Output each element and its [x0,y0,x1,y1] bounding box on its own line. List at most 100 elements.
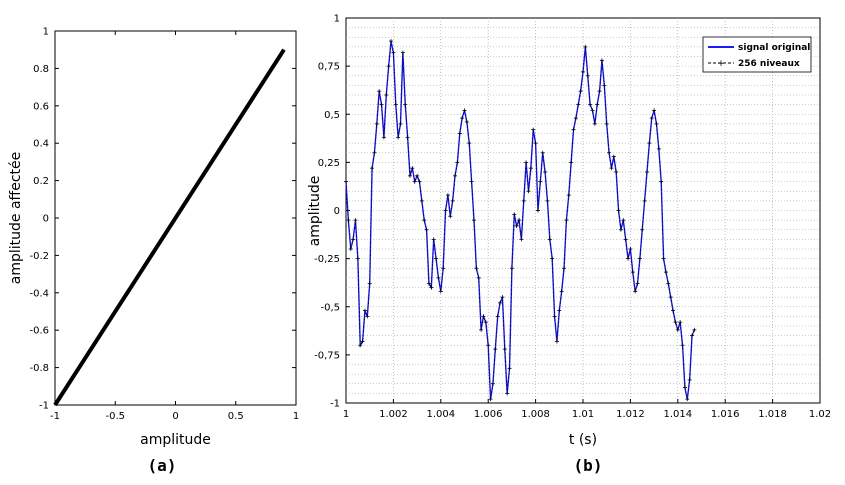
chart-b-point-256-niveaux [583,44,588,49]
chart-b-legend-label-quantized: 256 niveaux [738,59,800,69]
chart-b-point-256-niveaux [412,179,417,184]
chart-b-point-256-niveaux [393,102,398,107]
chart-b-point-256-niveaux [419,198,424,203]
chart-b-point-256-niveaux [604,121,609,126]
chart-b-point-256-niveaux [455,160,460,165]
chart-b-point-256-niveaux [462,108,467,113]
chart-b-point-256-niveaux [517,218,522,223]
chart-a-x-tick-label: 0.5 [228,411,244,422]
chart-b-legend-label-original: signal original [738,43,810,53]
chart-b-point-256-niveaux [566,193,571,198]
chart-b-point-256-niveaux [654,121,659,126]
chart-b-point-256-niveaux [386,64,391,69]
chart-b-point-256-niveaux [687,377,692,382]
chart-b-point-256-niveaux [602,83,607,88]
chart-a-y-tick-label: -0.4 [29,288,49,299]
chart-b-legend-swatch-quantized-marker: + [717,59,725,69]
chart-b-point-256-niveaux [415,173,420,178]
chart-b-point-256-niveaux [507,366,512,371]
chart-b-point-256-niveaux [381,135,386,140]
chart-b-point-256-niveaux [633,289,638,294]
chart-b-y-tick-label: 0,25 [318,158,340,169]
chart-b-point-256-niveaux [569,160,574,165]
chart-b-point-256-niveaux [524,160,529,165]
chart-b-y-tick-label: -1 [330,399,340,410]
chart-a-y-tick-label: 0.6 [33,101,49,112]
chart-b-x-tick-label: 1.008 [521,409,550,420]
chart-b-point-256-niveaux [637,256,642,261]
chart-b-point-256-niveaux [533,141,538,146]
chart-b-point-256-niveaux [597,89,602,94]
chart-b-y-tick-label: -0,75 [314,350,340,361]
chart-a-x-tick-label: 1 [293,411,299,422]
chart-b-point-256-niveaux [365,314,370,319]
chart-b-point-256-niveaux [588,102,593,107]
chart-b-point-256-niveaux [398,121,403,126]
chart-b-point-256-niveaux [417,179,422,184]
chart-b-legend: signal original + 256 niveaux [702,36,812,73]
chart-b-point-256-niveaux [471,218,476,223]
chart-a-panel-label: (a) [148,456,177,475]
chart-b-point-256-niveaux [493,347,498,352]
chart-b-point-256-niveaux [599,58,604,63]
chart-b-point-256-niveaux [692,327,697,332]
chart-b-point-256-niveaux [557,308,562,313]
chart-b-point-256-niveaux [690,333,695,338]
chart-b-point-256-niveaux [519,237,524,242]
chart-b-point-256-niveaux [505,391,510,396]
chart-b-point-256-niveaux [457,131,462,136]
chart-b-point-256-niveaux [344,179,348,184]
chart-b-point-256-niveaux [448,214,453,219]
chart-b-point-256-niveaux [663,270,668,275]
chart-b-x-tick-label: 1.004 [426,409,455,420]
chart-b-y-tick-label: 0 [334,206,340,217]
chart-b-point-256-niveaux [675,327,680,332]
chart-b-point-256-niveaux [351,237,356,242]
chart-b-point-256-niveaux [426,281,431,286]
chart-b-point-256-niveaux [668,295,673,300]
chart-b-panel-label: (b) [574,456,603,475]
chart-a-x-tick-label: 0 [172,411,178,422]
chart-b-point-256-niveaux [372,150,377,155]
chart-b-point-256-niveaux [521,198,526,203]
chart-b-point-256-niveaux [552,314,557,319]
chart-b-point-256-niveaux [652,108,657,113]
chart-b-point-256-niveaux [673,320,678,325]
chart-b-point-256-niveaux [640,227,645,232]
chart-b-point-256-niveaux [474,266,479,271]
chart-b-point-256-niveaux [358,343,363,348]
chart-b-point-256-niveaux [422,218,427,223]
chart-b-point-256-niveaux [476,275,481,280]
chart-b-y-tick-label: 1 [334,14,340,25]
chart-b-point-256-niveaux [630,270,635,275]
chart-b-point-256-niveaux [483,320,488,325]
chart-b-point-256-niveaux [500,295,505,300]
chart-b-x-tick-label: 1 [343,409,349,420]
chart-b-point-256-niveaux [453,173,458,178]
chart-b-x-axis-label: t (s) [569,432,597,448]
chart-b-point-256-niveaux [685,397,690,402]
chart-b-x-tick-label: 1.01 [572,409,594,420]
chart-a-y-tick-label: 0.8 [33,64,49,75]
chart-b-point-256-niveaux [389,39,394,44]
chart-b-point-256-niveaux [607,150,612,155]
chart-b-point-256-niveaux [562,266,567,271]
chart-b-point-256-niveaux [367,281,372,286]
chart-b-point-256-niveaux [656,146,661,151]
chart-b-point-256-niveaux [374,121,379,126]
chart-b-point-256-niveaux [467,141,472,146]
chart-b-point-256-niveaux [396,135,401,140]
chart-b-point-256-niveaux [362,308,367,313]
chart-b-point-256-niveaux [531,127,536,132]
chart-a-x-tick-label: -0.5 [105,411,125,422]
chart-b-point-256-niveaux [498,300,503,305]
chart-a: -1 -0.5 0 0.5 1 -1 -0.8 -0.6 -0.4 -0.2 0 0.2 0.4 0.6… [8,27,299,476]
chart-b-point-256-niveaux [559,289,564,294]
chart-b-point-256-niveaux [635,281,640,286]
chart-b-point-256-niveaux [509,266,514,271]
chart-a-y-tick-label: -0.2 [29,251,49,262]
chart-b-point-256-niveaux [348,247,353,251]
chart-b-point-256-niveaux [642,198,647,203]
chart-b-point-256-niveaux [554,339,559,344]
